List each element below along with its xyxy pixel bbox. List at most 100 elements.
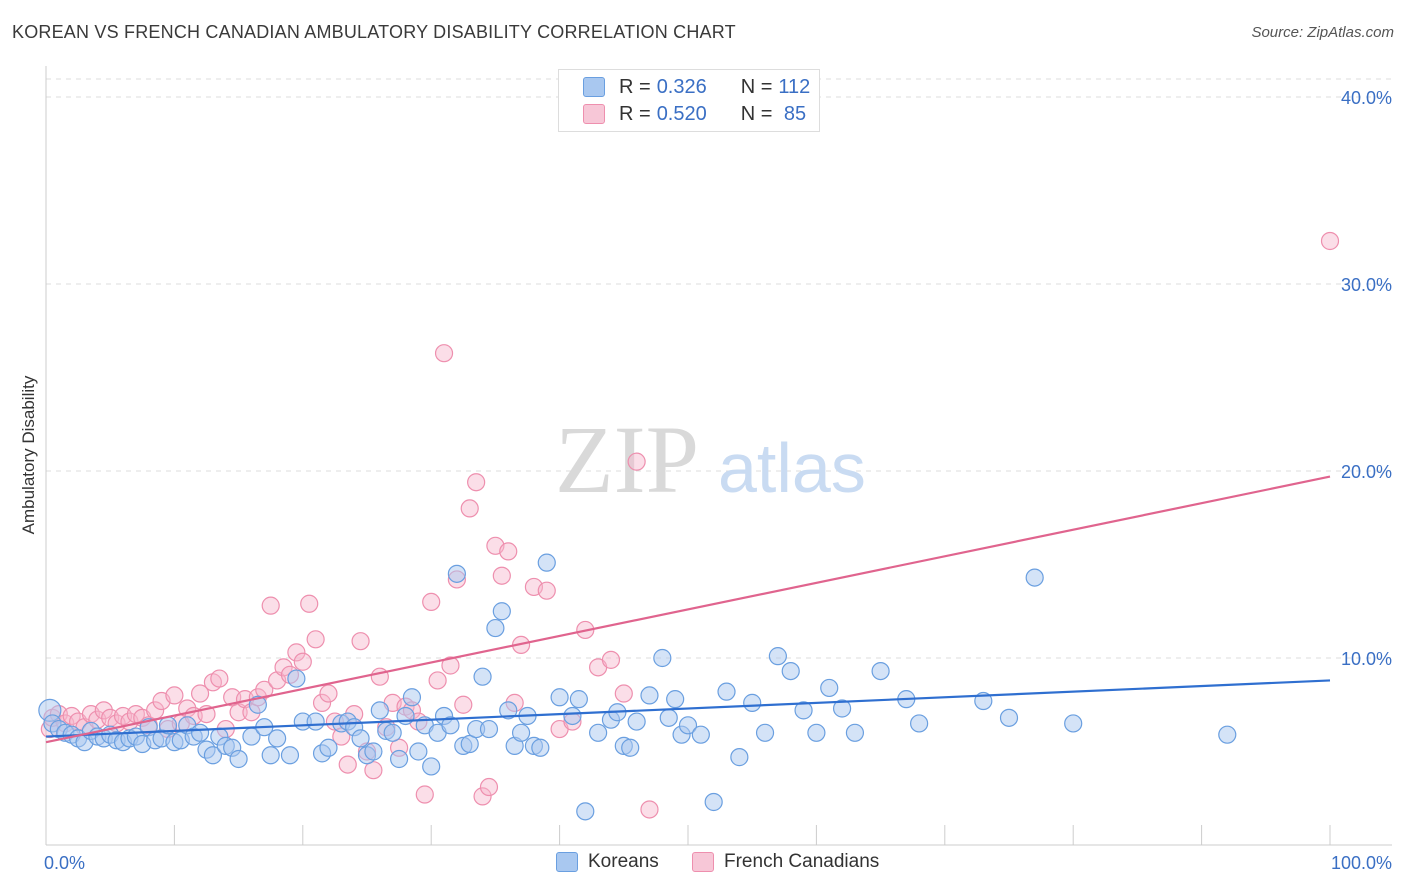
trend-lines xyxy=(45,475,1331,744)
french-canadian-point xyxy=(338,755,357,774)
korean-point xyxy=(768,647,787,666)
legend-row-koreans: R = 0.326 N = 112 xyxy=(583,75,810,99)
korean-point xyxy=(409,742,428,761)
korean-point xyxy=(531,738,550,757)
korean-point xyxy=(999,708,1019,727)
korean-point xyxy=(1064,714,1083,733)
korean-point xyxy=(807,723,826,742)
korean-point xyxy=(910,714,929,733)
y-axis-label: Ambulatory Disability xyxy=(19,375,38,534)
korean-point xyxy=(845,723,865,742)
french-canadian-point xyxy=(306,630,325,649)
tick-labels: 10.0% 20.0% 30.0% 40.0% 0.0% 100.0% xyxy=(44,88,1392,873)
korean-point xyxy=(621,738,640,757)
y-tick-label: 30.0% xyxy=(1341,275,1392,295)
korean-point xyxy=(261,746,280,765)
korean-point xyxy=(627,712,646,731)
korean-point xyxy=(268,729,287,748)
korean-point xyxy=(1218,725,1237,744)
korean-point xyxy=(653,648,672,668)
n-value: 112 xyxy=(778,75,811,98)
n-label: N = xyxy=(740,102,773,125)
korean-point xyxy=(730,748,749,767)
french-canadian-point xyxy=(293,652,312,671)
korean-point xyxy=(364,742,383,761)
korean-swatch xyxy=(583,77,605,97)
french-canadian-point xyxy=(415,785,434,804)
korean-point xyxy=(422,757,441,776)
chart-title: KOREAN VS FRENCH CANADIAN AMBULATORY DIS… xyxy=(12,22,736,42)
korean-point xyxy=(537,553,556,572)
legend-row-french-canadians: R = 0.520 N = 85 xyxy=(583,102,806,126)
korean-point xyxy=(280,746,300,765)
korean-point xyxy=(717,682,736,701)
korean-point xyxy=(441,716,460,735)
french-canadian-point xyxy=(479,777,499,797)
korean-point xyxy=(755,723,775,742)
source-credit: Source: ZipAtlas.com xyxy=(1251,24,1394,41)
korean-swatch xyxy=(556,852,578,872)
r-label: R = xyxy=(619,102,651,125)
korean-point xyxy=(704,792,723,812)
correlation-legend: R = 0.326 N = 112 R = 0.520 N = 85 xyxy=(558,69,820,132)
y-tick-label: 40.0% xyxy=(1341,88,1392,108)
legend-item-french-canadians: French Canadians xyxy=(692,851,879,873)
y-tick-label: 20.0% xyxy=(1341,462,1392,482)
french-canadian-point xyxy=(370,667,389,686)
koreans-points xyxy=(38,553,1237,821)
french-canadian-point xyxy=(422,592,441,612)
korean-point xyxy=(691,725,710,744)
french-canadian-point xyxy=(614,684,633,703)
korean-point xyxy=(319,738,338,757)
korean-point xyxy=(190,723,210,742)
korean-point xyxy=(781,661,800,681)
french-canadian-point xyxy=(312,693,332,712)
french-canadian-point xyxy=(94,701,113,720)
korean-trend-line xyxy=(45,679,1331,738)
french-canadian-point xyxy=(319,684,338,703)
korean-point xyxy=(576,802,595,821)
watermark: ZIP atlas xyxy=(555,406,866,513)
korean-point xyxy=(550,688,569,707)
french-canadian-point xyxy=(441,656,460,675)
french-canadian-point xyxy=(364,761,383,780)
french-canadian-point xyxy=(627,452,646,471)
korean-point xyxy=(511,723,531,742)
french-canadian-point xyxy=(229,703,248,722)
r-value: 0.326 xyxy=(656,75,707,98)
korean-point xyxy=(402,688,422,707)
french-canadian-point xyxy=(1320,231,1340,251)
korean-point xyxy=(287,669,306,688)
french-canadian-point xyxy=(492,566,511,585)
french-canadian-point xyxy=(467,473,486,492)
french-canadian-point xyxy=(428,671,447,690)
korean-point xyxy=(832,699,852,718)
korean-point xyxy=(569,690,588,709)
french-canadian-point xyxy=(287,643,306,662)
legend-label: French Canadians xyxy=(724,851,880,872)
n-label: N = xyxy=(740,75,773,98)
n-value: 85 xyxy=(778,102,807,125)
french-canadian-point xyxy=(537,581,556,600)
french-canadian-swatch xyxy=(583,104,605,124)
korean-point xyxy=(248,695,267,714)
r-value: 0.520 xyxy=(656,102,707,125)
french-canadian-point xyxy=(300,594,319,613)
korean-point xyxy=(1025,568,1044,587)
x-tick-label: 100.0% xyxy=(1331,853,1392,873)
grid-lines xyxy=(46,78,1392,659)
korean-point xyxy=(871,661,890,681)
korean-point xyxy=(666,690,685,709)
watermark-atlas: atlas xyxy=(718,429,866,507)
y-tick-label: 10.0% xyxy=(1341,649,1392,669)
korean-point xyxy=(203,746,223,765)
french-canadian-point xyxy=(434,344,454,363)
korean-point xyxy=(499,701,518,720)
korean-point xyxy=(820,678,839,698)
korean-point xyxy=(383,723,402,742)
korean-point xyxy=(589,723,608,742)
korean-point xyxy=(678,716,698,735)
x-tick-label: 0.0% xyxy=(44,853,85,873)
french-canadian-point xyxy=(261,596,280,615)
french-canadian-point xyxy=(499,542,518,561)
